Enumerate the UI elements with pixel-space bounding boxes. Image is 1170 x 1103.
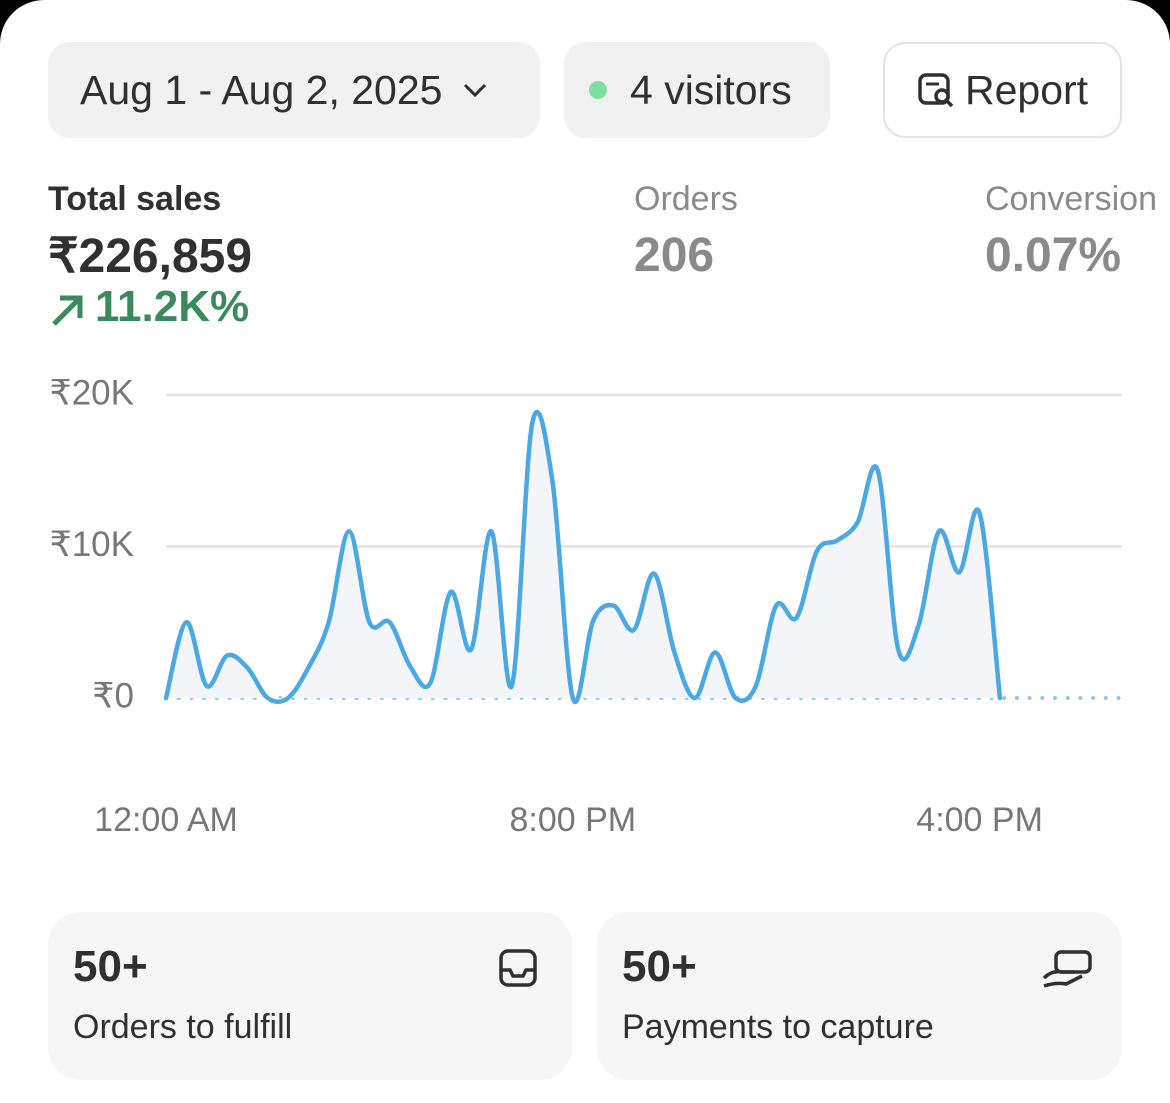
metric-value: 206 <box>634 229 715 282</box>
inbox-icon <box>499 949 537 987</box>
metric-label: Total sales <box>48 180 222 218</box>
metric-label: Conversion <box>985 180 1157 218</box>
series-line <box>163 409 1003 705</box>
metric-value: 0.07% <box>985 229 1122 282</box>
sales-chart: ₹0 ₹10K ₹20K 12:00 AM 8:00 PM 4:00 PM <box>49 373 1124 839</box>
report-label: Report <box>965 66 1089 113</box>
metric-value: ₹226,859 <box>48 230 253 283</box>
date-picker[interactable]: Aug 1 - Aug 2, 2025 <box>48 42 540 138</box>
x-tick-label: 12:00 AM <box>94 801 238 839</box>
card-label: Payments to capture <box>622 1008 934 1046</box>
x-tick-label: 4:00 PM <box>916 801 1043 839</box>
metric-change: 11.2K% <box>95 282 250 331</box>
report-icon <box>918 73 954 108</box>
up-arrow-icon <box>52 295 83 326</box>
card-value: 50+ <box>622 942 697 991</box>
card-label: Orders to fulfill <box>73 1008 293 1046</box>
payment-icon <box>1042 950 1092 988</box>
x-tick-label: 8:00 PM <box>509 801 636 839</box>
live-dot <box>589 81 607 99</box>
visitors: 4 visitors <box>630 66 792 113</box>
date-range: Aug 1 - Aug 2, 2025 <box>80 66 443 113</box>
metric-label: Orders <box>634 180 738 218</box>
fulfill-card[interactable]: 50+ Orders to fulfill <box>48 912 572 1080</box>
y-tick-label: ₹10K <box>49 525 134 564</box>
y-tick-label: ₹20K <box>49 373 134 412</box>
payments-card[interactable]: 50+ Payments to capture <box>597 912 1122 1080</box>
chevron-icon <box>464 83 487 98</box>
y-tick-label: ₹0 <box>92 676 134 715</box>
report-button[interactable]: Report <box>883 42 1122 138</box>
series-area <box>166 411 1000 702</box>
visitors-pill[interactable]: 4 visitors <box>564 42 830 138</box>
card-value: 50+ <box>73 942 148 991</box>
